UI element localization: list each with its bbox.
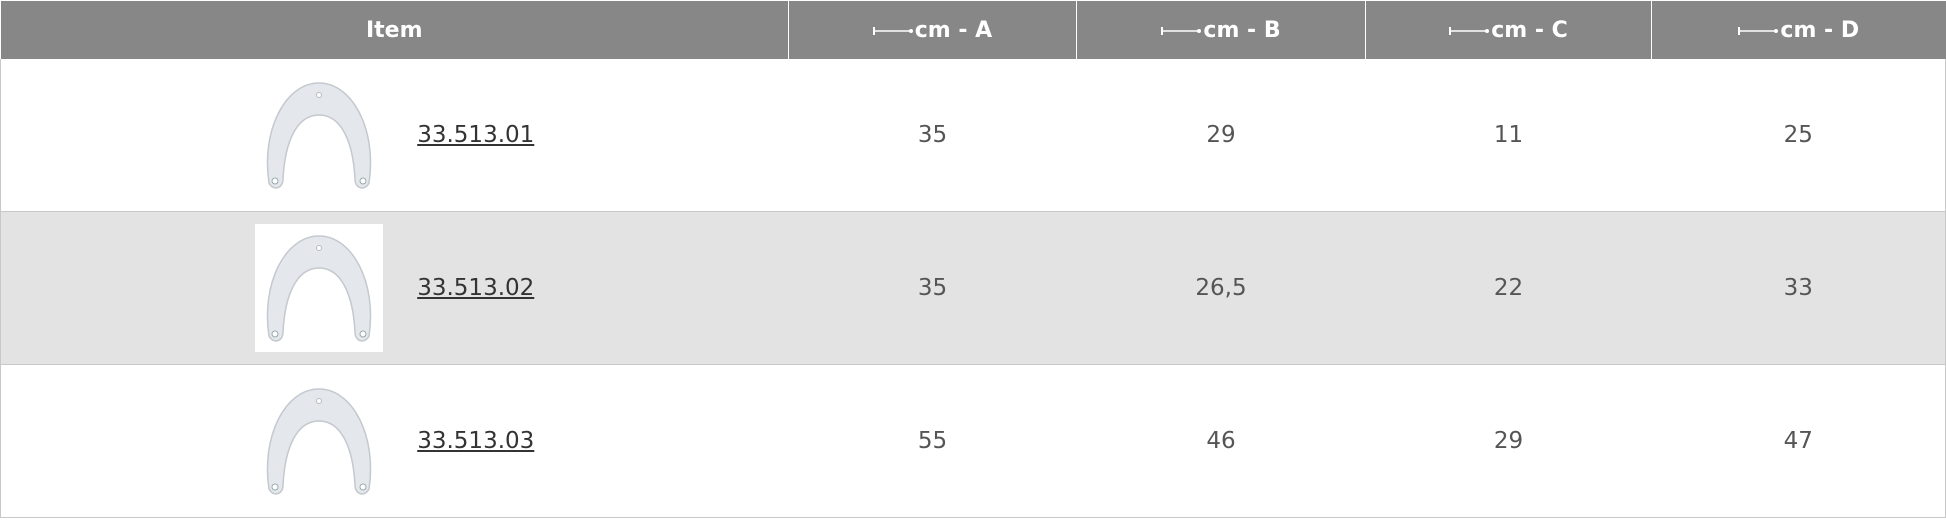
- cell-value: 11: [1493, 122, 1524, 148]
- product-image: [255, 224, 384, 352]
- product-link[interactable]: 33.513.02: [417, 275, 535, 301]
- header-row: Item cm - A cm - B cm - C cm - D: [0, 1, 1946, 59]
- cell-value: 25: [1783, 122, 1813, 148]
- item: 33.513.01: [1, 71, 789, 199]
- value-cell: 35: [788, 211, 1077, 365]
- product-link[interactable]: 33.513.03: [417, 428, 535, 454]
- cell-value: 47: [1783, 428, 1813, 454]
- table-row: 33.513.03 55 46 29 47: [0, 364, 1946, 518]
- measure-icon: [1449, 26, 1490, 35]
- value-cell: 11: [1365, 59, 1652, 212]
- item: 33.513.02: [1, 224, 789, 352]
- cell-value: 29: [1493, 428, 1524, 454]
- cell-value: 35: [917, 275, 948, 301]
- table-row: 33.513.01 35 29 11 25: [0, 59, 1946, 212]
- column-label: cm - A: [914, 17, 993, 43]
- cell-value: 46: [1206, 428, 1236, 454]
- column-label: Item: [365, 17, 423, 43]
- value-cell: 35: [788, 59, 1077, 212]
- product-link[interactable]: 33.513.01: [417, 122, 535, 148]
- value-cell: 26,5: [1076, 211, 1366, 365]
- value-cell: 22: [1365, 211, 1652, 365]
- cell-value: 55: [917, 428, 948, 454]
- column-label: cm - C: [1491, 17, 1568, 43]
- value-cell: 33: [1651, 211, 1946, 365]
- cell-value: 35: [917, 122, 948, 148]
- value-cell: 29: [1365, 364, 1652, 518]
- cell-value: 29: [1206, 122, 1236, 148]
- item: 33.513.03: [1, 377, 789, 505]
- column-header: Item: [0, 1, 789, 59]
- cell-value: 22: [1493, 275, 1524, 301]
- value-cell: 25: [1651, 59, 1946, 212]
- column-header: cm - A: [788, 1, 1077, 59]
- cell-value: 26,5: [1195, 275, 1247, 301]
- table-row: 33.513.02 35 26,5 22 33: [0, 211, 1946, 365]
- cell-value: 33: [1783, 275, 1813, 301]
- value-cell: 47: [1651, 364, 1946, 518]
- measure-icon: [1161, 26, 1202, 35]
- value-cell: 46: [1076, 364, 1366, 518]
- table-body: 33.513.01 35 29 11 25 33.513.02 35 26,5 22 33 33.5…: [0, 59, 1946, 518]
- column-header: cm - C: [1365, 1, 1652, 59]
- item-cell: 33.513.03: [0, 364, 789, 518]
- product-image: [267, 82, 372, 189]
- item-cell: 33.513.02: [0, 211, 789, 365]
- value-cell: 55: [788, 364, 1077, 518]
- column-label: cm - B: [1203, 17, 1281, 43]
- column-label: cm - D: [1780, 17, 1860, 43]
- product-image: [267, 388, 372, 495]
- measure-icon: [1738, 26, 1779, 35]
- column-header: cm - D: [1651, 1, 1946, 59]
- value-cell: 29: [1076, 59, 1366, 212]
- item-cell: 33.513.01: [0, 59, 789, 212]
- measure-icon: [872, 26, 913, 35]
- column-header: cm - B: [1076, 1, 1366, 59]
